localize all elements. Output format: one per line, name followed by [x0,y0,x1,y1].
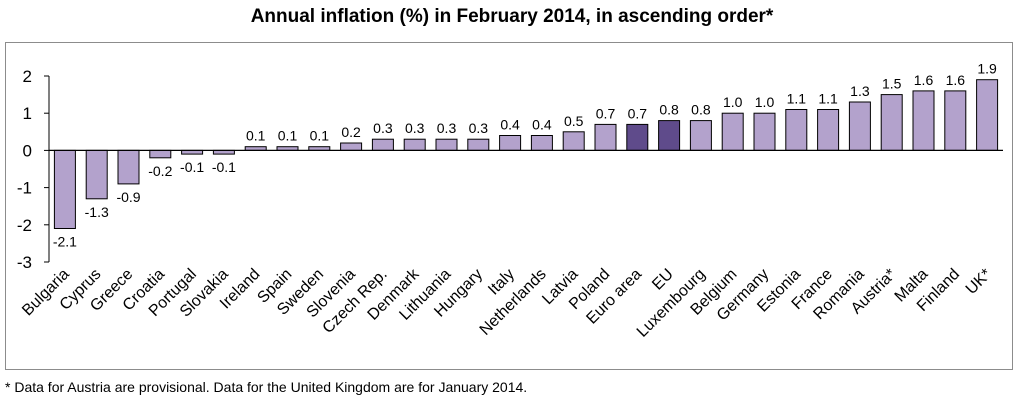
data-label: 0.4 [532,117,552,133]
data-label: -1.3 [85,204,109,220]
bar [912,90,935,151]
data-label: -0.1 [180,159,204,175]
bar [817,109,840,151]
y-tick-label: 2 [23,67,32,86]
y-tick-label: 1 [23,104,32,123]
data-label: -0.2 [148,163,172,179]
data-label: 1.6 [946,72,966,88]
bar [880,94,903,151]
data-label: 0.3 [373,120,393,136]
bar [403,138,426,151]
bar [340,142,363,151]
data-label: 1.1 [787,91,807,107]
data-label: 0.1 [310,128,330,144]
bar [689,120,712,151]
bar [85,149,108,200]
data-label: 0.7 [628,105,648,121]
data-label: 0.5 [564,113,584,129]
bar [562,131,585,151]
x-tick-label: UK* [963,266,995,298]
bar [117,149,140,185]
data-label: 1.3 [850,83,870,99]
data-label: 1.1 [818,91,838,107]
data-label: 0.2 [341,124,361,140]
bar [467,138,490,151]
data-label: 0.4 [500,117,520,133]
data-label: 1.9 [977,61,997,77]
y-tick-label: -2 [17,216,32,235]
bar [530,135,553,151]
data-label: -2.1 [53,234,77,250]
chart-title: Annual inflation (%) in February 2014, i… [250,6,774,27]
chart-frame [5,42,1013,370]
bar [371,138,394,151]
bar [785,109,808,151]
data-label: 0.8 [659,102,679,118]
data-label: 1.5 [882,76,902,92]
data-label: 0.1 [246,128,266,144]
bar [721,112,744,151]
bar [149,149,172,159]
data-label: 0.7 [596,105,616,121]
bar [753,112,776,151]
bar [658,120,681,151]
y-tick-label: -3 [17,253,32,272]
bar [499,135,522,151]
data-label: -0.1 [212,159,236,175]
data-label: 0.3 [405,120,425,136]
bar [435,138,458,151]
data-label: 1.6 [914,72,934,88]
y-tick-label: -1 [17,179,32,198]
footnote: * Data for Austria are provisional. Data… [5,379,528,395]
data-label: 0.3 [469,120,489,136]
bar [944,90,967,151]
bar [53,149,76,229]
data-label: 0.8 [691,102,711,118]
data-label: 1.0 [723,94,743,110]
bar [848,101,871,151]
data-label: 0.3 [437,120,457,136]
bar [626,123,649,151]
data-label: -0.9 [116,189,140,205]
data-label: 1.0 [755,94,775,110]
bar [976,79,999,151]
y-tick-label: 0 [23,141,32,160]
data-label: 0.1 [278,128,298,144]
bar [594,123,617,151]
